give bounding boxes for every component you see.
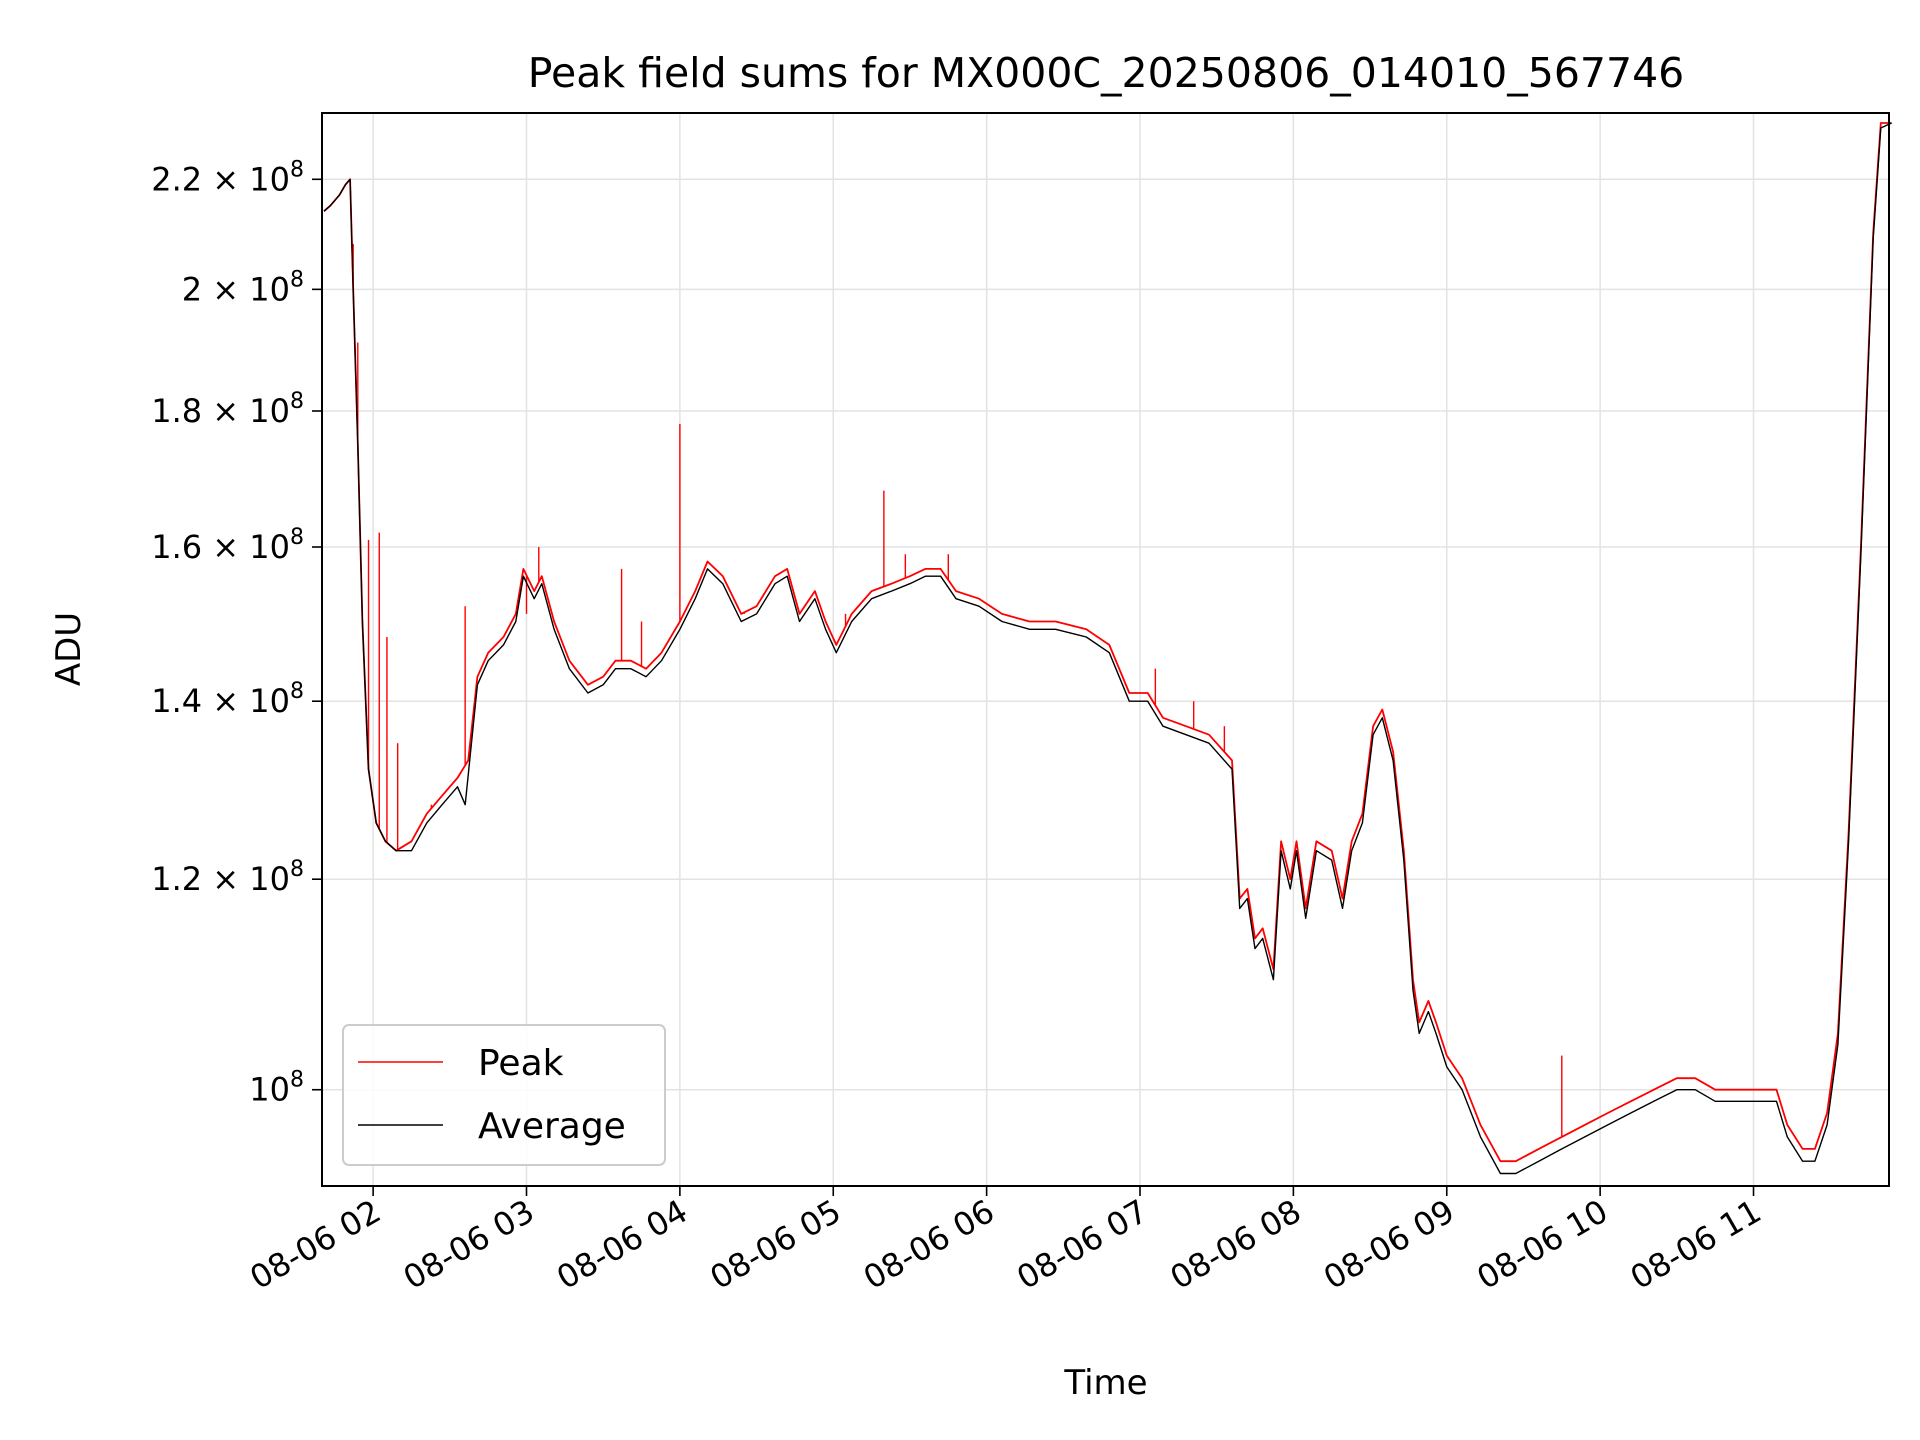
y-tick-mantissa: 1.2 × — [151, 860, 249, 898]
grid — [322, 113, 1889, 1186]
series-line-average — [323, 122, 1892, 1175]
y-tick-mantissa: 1.4 × — [151, 682, 249, 720]
y-tick-label: 1.8 × 108 — [151, 389, 304, 430]
y-tick-exponent: 8 — [290, 157, 304, 182]
legend-label-average: Average — [478, 1106, 626, 1147]
legend-box — [342, 1024, 666, 1166]
y-tick-exponent: 8 — [290, 267, 304, 292]
chart-title: Peak field sums for MX000C_20250806_0140… — [528, 49, 1685, 97]
y-tick-exponent: 8 — [290, 679, 304, 704]
y-tick-label: 1.2 × 108 — [151, 857, 304, 898]
y-tick-exponent: 8 — [290, 389, 304, 414]
y-tick-exponent: 8 — [290, 525, 304, 550]
y-tick-base: 10 — [249, 860, 290, 898]
y-tick-exponent: 8 — [290, 1068, 304, 1093]
y-tick-mantissa: 1.8 × — [151, 392, 249, 430]
y-tick-label: 1.4 × 108 — [151, 679, 304, 720]
y-axis-label: ADU — [49, 612, 89, 686]
plot-frame — [321, 112, 1890, 1187]
y-tick-label: 2.2 × 108 — [151, 157, 304, 198]
y-tick-base: 10 — [249, 682, 290, 720]
legend: Peak Average — [342, 1024, 666, 1166]
y-tick-label: 2 × 108 — [182, 267, 304, 308]
y-tick-mantissa: 1.6 × — [151, 528, 249, 566]
legend-label-peak: Peak — [478, 1043, 564, 1084]
y-tick-label: 108 — [249, 1068, 304, 1109]
y-tick-mantissa: 2.2 × — [151, 160, 249, 198]
y-tick-base: 10 — [249, 270, 290, 308]
y-tick-base: 10 — [249, 1071, 290, 1109]
y-tick-base: 10 — [249, 160, 290, 198]
y-tick-base: 10 — [249, 528, 290, 566]
y-tick-label: 1.6 × 108 — [151, 525, 304, 566]
y-tick-base: 10 — [249, 392, 290, 430]
series-layer — [323, 122, 1892, 1175]
x-axis-label: Time — [1063, 1363, 1147, 1403]
y-tick-exponent: 8 — [290, 857, 304, 882]
series-line-peak — [323, 122, 1892, 1163]
y-tick-mantissa: 2 × — [182, 270, 250, 308]
